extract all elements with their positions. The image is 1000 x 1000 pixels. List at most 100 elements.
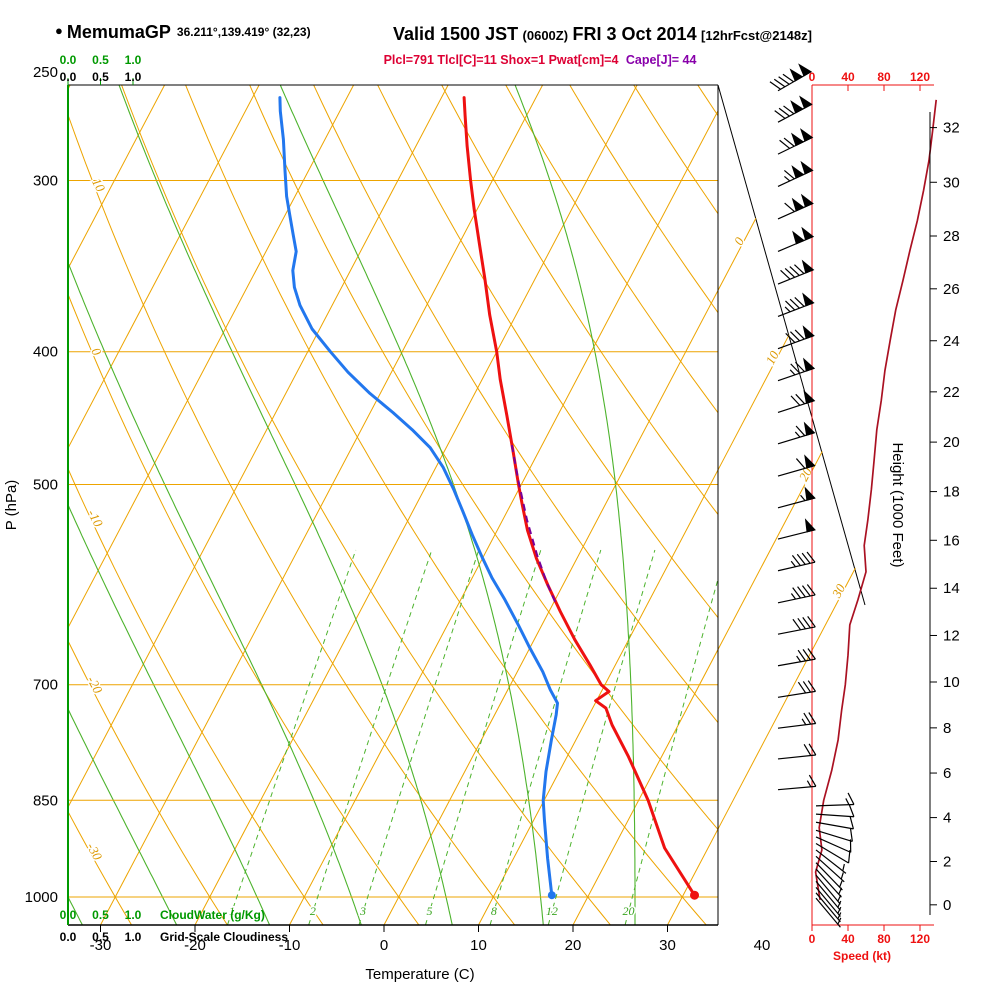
mixing-ratio-label: 2 — [310, 904, 316, 918]
cape-value: Cape[J]= 44 — [625, 53, 697, 67]
sounding-curves — [278, 96, 700, 900]
temperature-tick-label: 0 — [380, 937, 388, 954]
surface-dewpoint-marker — [547, 891, 556, 900]
pressure-gridlines — [68, 179, 718, 898]
plot-frame — [67, 78, 719, 926]
cloudwater-scale-bottom: 1.0 — [125, 908, 142, 922]
pressure-tick-label: 850 — [33, 792, 58, 809]
forecast-tag: [12hrFcst@2148z] — [701, 28, 812, 43]
dry-adiabat-lines — [68, 85, 718, 925]
adiabat-label: -10 — [85, 507, 107, 530]
mixing-ratio-label: 3 — [359, 904, 366, 918]
isotherm-label: 30 — [828, 581, 848, 601]
temperature-tick-label: -30 — [90, 937, 112, 954]
cloudwater-scale-top: 1.0 — [125, 53, 142, 67]
dry-adiabat-labels: 100-10-20-30 — [82, 174, 110, 864]
temperature-tick-label: 40 — [754, 937, 771, 954]
height-tick-label: 4 — [943, 810, 951, 827]
mixing-ratio-label: 8 — [491, 904, 497, 918]
valid-time: Valid 1500 JST — [393, 24, 519, 44]
temperature-curve — [462, 96, 696, 897]
mixing-ratio-label: 20 — [623, 904, 635, 918]
speed-tick-top: 0 — [809, 70, 816, 84]
height-tick-label: 10 — [943, 674, 960, 691]
speed-tick-bottom: 80 — [877, 932, 891, 946]
adiabat-label: -30 — [84, 840, 106, 863]
indices-values: Plcl=791 Tlcl[C]=11 Shox=1 Pwat[cm]=4 — [383, 53, 619, 67]
mixing-ratio-label: 1 — [229, 904, 235, 918]
height-tick-label: 32 — [943, 120, 960, 137]
height-tick-label: 14 — [943, 580, 960, 597]
cloudiness-scale-top: 0.5 — [92, 70, 109, 84]
temperature-tick-label: 10 — [470, 937, 487, 954]
station-header: ● MemumaGP 36.211°,139.419° (32,23) — [55, 22, 311, 43]
mixing-ratio-labels: 1 2 3 5 8 12 20 — [227, 903, 636, 920]
speed-tick-bottom: 40 — [841, 932, 855, 946]
cloudiness-scale-bottom: 0.0 — [60, 930, 77, 944]
speed-tick-bottom: 0 — [809, 932, 816, 946]
speed-tick-top: 120 — [910, 70, 930, 84]
valid-date: FRI 3 Oct 2014 — [572, 24, 697, 44]
cloudwater-scale-top: 0.5 — [92, 53, 109, 67]
temperature-axis: -30 -20 -10 0 10 20 30 40 Temperature (C) — [90, 925, 771, 983]
temperature-tick-label: -10 — [279, 937, 301, 954]
temperature-tick-label: 30 — [659, 937, 676, 954]
station-bullet-icon: ● — [55, 23, 63, 38]
height-tick-label: 8 — [943, 720, 951, 737]
stability-indices: Plcl=791 Tlcl[C]=11 Shox=1 Pwat[cm]=4 Ca… — [330, 53, 750, 67]
pressure-tick-label: 300 — [33, 172, 58, 189]
isotherm-lines — [68, 85, 718, 925]
station-name: MemumaGP — [66, 22, 171, 42]
dewpoint-curve — [278, 96, 559, 897]
height-tick-label: 20 — [943, 434, 960, 451]
station-coords: 36.211°,139.419° (32,23) — [176, 25, 311, 39]
height-axis-title: Height (1000 Feet) — [889, 442, 906, 567]
cloudwater-scale-bottom: 0.0 — [60, 908, 77, 922]
adiabat-label: 0 — [88, 345, 105, 358]
wind-barbs — [769, 63, 855, 928]
speed-axis: 0 0 40 40 80 80 120 120 Speed (kt) — [809, 70, 934, 963]
speed-tick-top: 40 — [841, 70, 855, 84]
pressure-tick-label: 1000 — [25, 889, 58, 906]
height-tick-label: 2 — [943, 854, 951, 871]
cloudiness-scale-top: 1.0 — [125, 70, 142, 84]
height-tick-label: 28 — [943, 228, 960, 245]
mixing-ratio-label: 12 — [546, 904, 558, 918]
height-tick-label: 30 — [943, 174, 960, 191]
cloudwater-scale-bottom: 0.5 — [92, 908, 109, 922]
cloudwater-title: CloudWater (g/Kg) — [160, 908, 265, 922]
pressure-axis-title: P (hPa) — [3, 480, 20, 531]
pressure-tick-label: 500 — [33, 476, 58, 493]
cloud-scales: 0.0 0.0 0.5 0.5 1.0 1.0 0.0 0.0 0.5 0.5 1.0 1.0 Clou… — [60, 53, 289, 944]
adiabat-label: -20 — [84, 674, 106, 697]
surface-temp-marker — [690, 890, 700, 900]
pressure-axis: 250 300 400 500 700 850 1000 P (hPa) — [3, 64, 58, 906]
cloudwater-scale-top: 0.0 — [60, 53, 77, 67]
cloudiness-scale-bottom: 0.5 — [92, 930, 109, 944]
height-tick-label: 26 — [943, 281, 960, 298]
isotherm-label: 10 — [762, 348, 782, 367]
wind-speed-curve — [814, 99, 938, 901]
cloudiness-scale-bottom: 1.0 — [125, 930, 142, 944]
parcel-curve — [510, 444, 558, 606]
speed-tick-top: 80 — [877, 70, 891, 84]
pressure-tick-label: 400 — [33, 344, 58, 361]
temperature-tick-label: -20 — [184, 937, 206, 954]
pressure-tick-label: 700 — [33, 677, 58, 694]
temperature-axis-title: Temperature (C) — [365, 966, 474, 983]
height-tick-label: 6 — [943, 765, 951, 782]
height-tick-label: 18 — [943, 484, 960, 501]
diagonal-boundary-line — [717, 84, 866, 606]
cloudiness-scale-top: 0.0 — [60, 70, 77, 84]
height-tick-label: 22 — [943, 384, 960, 401]
mixing-ratio-label: 5 — [426, 904, 432, 918]
mixing-ratio-lines — [227, 549, 718, 925]
temperature-tick-label: 20 — [565, 937, 582, 954]
valid-time-header: Valid 1500 JST (0600Z) FRI 3 Oct 2014 [1… — [393, 24, 812, 45]
speed-axis-title: Speed (kt) — [833, 949, 891, 963]
isotherm-label: 0 — [731, 234, 748, 247]
